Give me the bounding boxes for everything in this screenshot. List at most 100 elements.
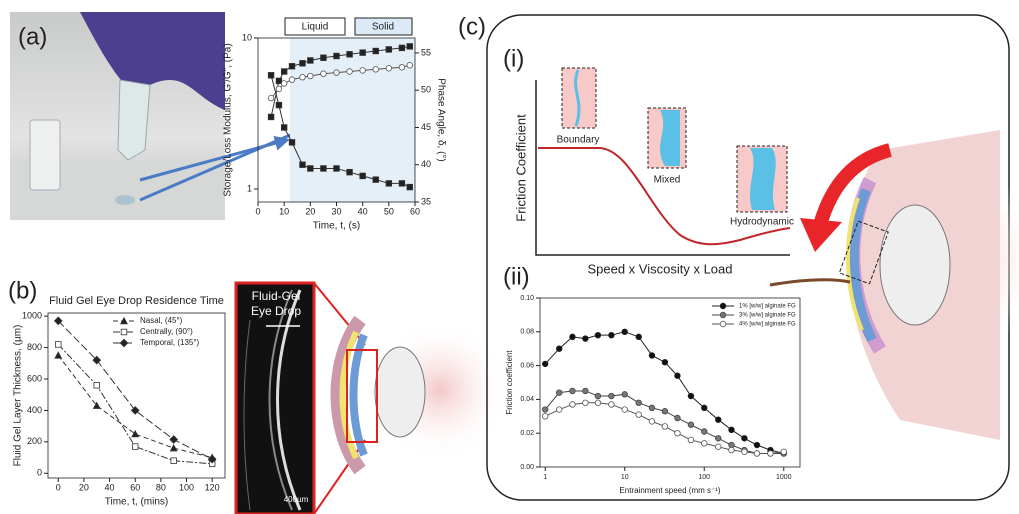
marker xyxy=(288,139,296,146)
marker xyxy=(569,333,576,341)
marker xyxy=(648,352,656,359)
marker xyxy=(119,338,129,348)
series-line xyxy=(57,320,213,460)
marker xyxy=(753,441,761,449)
marker xyxy=(132,443,139,450)
marker xyxy=(275,101,283,109)
series-line xyxy=(544,390,784,454)
marker xyxy=(372,176,379,183)
marker xyxy=(169,435,179,444)
marker xyxy=(621,328,628,335)
marker xyxy=(406,62,413,69)
y2-tick-label: 45 xyxy=(421,122,431,132)
legend-label: Temporal, (135°) xyxy=(140,338,200,347)
marker xyxy=(594,331,602,339)
marker xyxy=(715,443,722,450)
regime-label: Boundary xyxy=(557,135,600,146)
marker xyxy=(648,418,656,425)
marker xyxy=(582,335,589,342)
marker xyxy=(320,70,327,77)
marker xyxy=(372,66,379,73)
marker xyxy=(275,77,283,85)
marker xyxy=(288,76,296,83)
x-tick-label: 1000 xyxy=(776,474,792,481)
y-tick-label: 800 xyxy=(27,342,42,352)
panel-label: (c) xyxy=(458,13,486,40)
eye-illustration xyxy=(769,130,1019,440)
marker xyxy=(719,320,727,328)
marker xyxy=(635,333,642,341)
x-axis-label: Entrainment speed (mm s⁻¹) xyxy=(619,486,720,495)
marker xyxy=(307,165,314,172)
photo xyxy=(10,12,225,220)
marker xyxy=(687,436,695,444)
marker xyxy=(307,57,314,64)
x-tick-label: 0 xyxy=(255,206,260,216)
marker xyxy=(346,68,353,75)
marker xyxy=(170,457,177,464)
marker xyxy=(406,183,413,191)
marker xyxy=(635,411,642,418)
x-axis-label: Time, t, (mins) xyxy=(105,497,169,508)
marker xyxy=(54,351,63,359)
marker xyxy=(674,372,681,379)
axis-label: Speed x Viscosity x Load xyxy=(587,261,732,276)
x-tick-label: 20 xyxy=(305,206,315,216)
oct-image xyxy=(234,281,366,514)
marker xyxy=(719,302,727,310)
marker xyxy=(741,435,748,442)
marker xyxy=(719,311,727,319)
marker xyxy=(701,428,708,435)
marker xyxy=(359,67,366,74)
marker xyxy=(130,406,140,415)
marker xyxy=(267,94,275,102)
marker xyxy=(556,406,563,413)
marker xyxy=(780,448,787,455)
scale-label: 400µm xyxy=(284,495,309,504)
marker xyxy=(741,448,748,455)
marker xyxy=(333,165,340,172)
y-tick-label: 1 xyxy=(247,183,252,193)
marker xyxy=(299,74,306,81)
marker xyxy=(542,406,549,413)
marker xyxy=(385,46,393,53)
marker xyxy=(556,389,563,396)
legend-label: 1% [w/w] alginate FG xyxy=(739,304,796,310)
marker xyxy=(621,391,628,398)
annotation: Liquid xyxy=(302,22,329,33)
marker xyxy=(608,392,615,400)
x-tick-label: 30 xyxy=(331,206,341,216)
marker xyxy=(120,316,128,325)
series-line xyxy=(57,355,213,459)
panel-label: (i) xyxy=(503,45,524,72)
marker xyxy=(582,387,589,395)
marker xyxy=(569,401,576,408)
marker xyxy=(582,399,589,406)
legend-label: Nasal, (45°) xyxy=(140,316,183,325)
y-tick-label: 200 xyxy=(27,436,42,446)
x-tick-label: 60 xyxy=(410,206,420,216)
marker xyxy=(661,423,669,430)
marker xyxy=(542,413,549,420)
marker xyxy=(674,430,681,437)
marker xyxy=(406,43,413,50)
marker xyxy=(359,172,366,180)
marker xyxy=(280,80,288,87)
marker xyxy=(398,44,406,52)
y2-tick-label: 35 xyxy=(421,196,431,206)
marker xyxy=(385,180,393,187)
marker xyxy=(728,426,735,434)
x-tick-label: 120 xyxy=(205,482,220,492)
marker xyxy=(92,355,102,365)
marker xyxy=(701,440,708,447)
x-tick-label: 20 xyxy=(79,482,89,492)
marker xyxy=(661,408,669,415)
solid-box xyxy=(354,17,413,36)
y-tick-label: 0.08 xyxy=(520,329,534,336)
y-tick-label: 10 xyxy=(242,32,252,42)
marker xyxy=(131,429,140,438)
marker xyxy=(621,406,628,413)
panel-label: (ii) xyxy=(503,263,530,290)
marker xyxy=(307,72,314,80)
marker xyxy=(333,69,340,76)
